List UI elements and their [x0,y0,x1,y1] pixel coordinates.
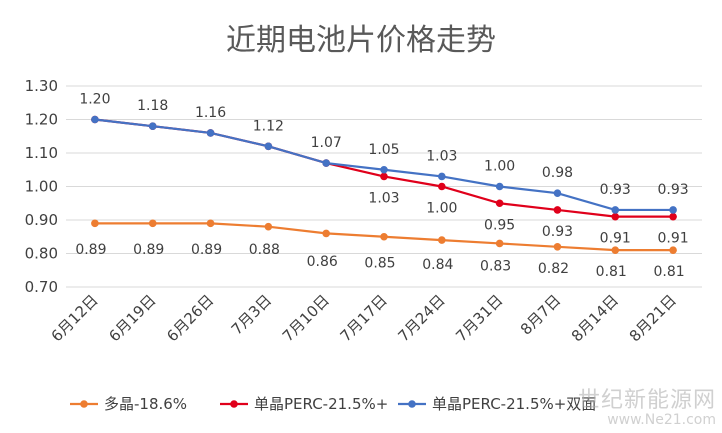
chart-title: 近期电池片价格走势 [226,23,496,58]
legend: 多晶-18.6% 单晶PERC-21.5%+ 单晶PERC-21.5%+双面 [70,395,596,413]
legend-item-1: 单晶PERC-21.5%+ [220,395,388,413]
data-point [669,246,677,254]
y-tick-label: 1.10 [25,144,58,162]
y-tick-label: 1.20 [25,111,58,129]
x-tick-label: 7月10日 [279,291,333,345]
data-label: 0.88 [249,242,280,258]
x-tick-label: 7月24日 [394,291,448,345]
data-point [380,232,388,241]
legend-label: 单晶PERC-21.5%+双面 [432,395,596,413]
data-point [669,212,677,221]
legend-marker [230,400,238,408]
data-label: 0.82 [538,261,569,277]
data-label: 0.84 [422,257,453,273]
data-label: 1.03 [368,190,399,206]
data-point [611,212,620,221]
watermark-text: 世纪新能源网 [577,388,716,413]
legend-label: 单晶PERC-21.5%+ [254,395,388,413]
data-label: 0.95 [484,217,515,233]
data-point [91,219,99,228]
data-label: 1.12 [253,118,284,134]
data-point [380,165,388,174]
data-label: 1.03 [426,148,457,164]
x-axis-ticks: 6月12日 6月19日 6月26日 7月3日 7月10日 7月17日 7月24日 7月31日 8… [48,291,680,345]
data-label: 1.07 [311,135,342,151]
data-label: 0.93 [600,182,631,198]
data-label: 0.98 [542,165,573,181]
data-point [322,229,330,238]
data-point [206,129,215,137]
gridlines [66,85,702,288]
data-label: 0.89 [75,242,106,258]
x-tick-label: 7月3日 [228,291,275,338]
data-label: 0.93 [542,224,573,240]
legend-marker [80,400,88,408]
data-point [206,219,215,228]
x-tick-label: 6月12日 [48,291,102,345]
watermark-url: www.Ne21.com [607,412,716,428]
data-point [264,222,273,231]
data-point [495,199,504,208]
data-point [438,182,446,191]
data-label: 0.83 [480,259,511,275]
data-label: 0.89 [133,242,164,258]
data-label: 1.16 [195,105,226,121]
legend-label: 多晶-18.6% [104,395,187,413]
data-label: 0.91 [658,231,689,247]
data-label: 1.20 [79,92,110,108]
data-point [380,172,388,181]
legend-item-2: 单晶PERC-21.5%+双面 [398,395,596,413]
x-tick-label: 6月19日 [105,291,159,345]
data-point [91,115,99,124]
data-point [553,206,562,214]
series-0 [91,219,677,254]
y-tick-label: 1.00 [25,178,58,196]
y-tick-label: 0.90 [25,211,58,229]
y-tick-label: 0.80 [25,245,58,263]
watermark: 世纪新能源网 www.Ne21.com [577,388,716,428]
data-point [611,206,620,214]
data-point [495,239,504,248]
data-label: 0.93 [658,182,689,198]
data-point [669,206,677,214]
data-point [264,142,273,151]
data-point [438,236,446,244]
data-point [438,172,446,181]
data-label: 1.00 [426,201,457,217]
x-tick-label: 6月26日 [163,291,217,345]
y-tick-label: 0.70 [25,278,58,296]
series-lines [91,115,677,254]
data-label: 0.85 [364,256,395,272]
data-point [148,219,157,228]
data-point [611,246,620,254]
x-tick-label: 8月7日 [517,291,564,338]
y-tick-label: 1.30 [25,77,58,95]
legend-marker [408,400,416,408]
x-tick-label: 8月14日 [568,291,622,345]
legend-item-0: 多晶-18.6% [70,395,187,413]
data-point [322,159,330,167]
data-label: 0.89 [191,242,222,258]
data-label: 0.86 [307,254,338,270]
data-point [553,243,562,251]
y-axis-ticks: 0.70 0.80 0.90 1.00 1.10 1.20 1.30 [25,77,58,296]
series-2 [91,115,677,214]
data-labels: 0.89 0.89 0.89 0.88 0.86 0.85 0.84 0.83 0.82 0.81… [75,92,688,281]
data-point [148,122,157,130]
data-label: 0.81 [596,264,627,280]
data-label: 0.91 [600,231,631,247]
data-point [553,189,562,197]
data-label: 1.05 [368,142,399,158]
data-label: 0.81 [654,264,685,280]
x-tick-label: 8月21日 [626,291,680,345]
data-label: 1.18 [137,98,168,114]
x-tick-label: 7月31日 [452,291,506,345]
data-point [495,182,504,191]
x-tick-label: 7月17日 [337,291,391,345]
data-label: 1.00 [484,159,515,175]
